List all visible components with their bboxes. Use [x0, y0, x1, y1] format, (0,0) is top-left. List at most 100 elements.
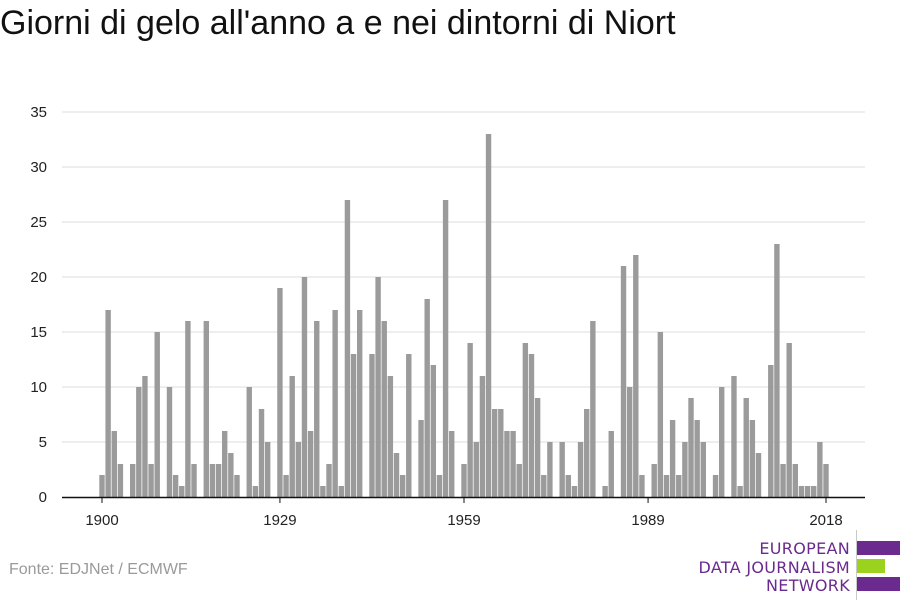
bar — [467, 343, 473, 497]
bar — [516, 464, 522, 497]
bar — [626, 387, 633, 497]
bar — [314, 321, 320, 497]
bar — [99, 475, 105, 497]
bar — [442, 200, 449, 497]
bar — [142, 376, 148, 497]
bar — [430, 365, 437, 497]
bar — [541, 475, 547, 497]
bar — [559, 442, 565, 497]
bar — [718, 387, 725, 497]
y-tick-label: 25 — [30, 214, 47, 231]
bar — [737, 486, 743, 497]
bar — [344, 200, 351, 497]
bar — [191, 464, 197, 497]
bar — [369, 354, 375, 497]
bar — [565, 475, 572, 497]
x-tick-label: 1900 — [85, 512, 118, 529]
y-axis-ticks: 0 5 10 15 20 25 30 35 — [30, 104, 47, 506]
bar — [129, 464, 136, 497]
bar — [620, 266, 627, 497]
y-tick-label: 20 — [30, 269, 47, 286]
bar — [203, 321, 210, 497]
bar — [283, 475, 289, 497]
bar — [804, 486, 811, 497]
x-tick-label: 1929 — [263, 512, 296, 529]
bar — [436, 475, 443, 497]
bar — [258, 409, 265, 497]
bar — [510, 431, 516, 497]
bar — [136, 387, 142, 497]
bar — [246, 387, 252, 497]
bar — [491, 409, 498, 497]
bar — [393, 453, 400, 497]
bar — [375, 277, 381, 497]
logo-bar-green — [857, 559, 885, 573]
bar — [222, 431, 228, 497]
bar — [786, 343, 792, 497]
x-tick-label: 1959 — [447, 512, 480, 529]
bar — [811, 486, 817, 497]
bar — [424, 299, 430, 497]
logo-line-3: NETWORK — [766, 576, 850, 595]
bar — [602, 486, 608, 497]
bar — [755, 453, 762, 497]
bar — [289, 376, 295, 497]
y-tick-label: 0 — [39, 489, 47, 506]
chart-title: Giorni di gelo all'anno a e nei dintorni… — [0, 4, 676, 42]
bar — [688, 398, 694, 497]
bar — [185, 321, 191, 497]
bar — [387, 376, 394, 497]
bar — [406, 354, 412, 497]
bar — [277, 288, 283, 497]
bar — [528, 354, 535, 497]
bar — [215, 464, 222, 497]
bar — [234, 475, 240, 497]
bar — [700, 442, 706, 497]
bar — [534, 398, 541, 497]
bar — [571, 486, 578, 497]
bar — [633, 255, 639, 497]
bar — [522, 343, 529, 497]
bar — [768, 365, 774, 497]
bar — [105, 310, 111, 497]
logo-divider — [856, 530, 857, 600]
bar — [228, 453, 234, 497]
bar — [399, 475, 406, 497]
bar — [651, 464, 657, 497]
bar — [504, 431, 510, 497]
x-tick-label: 2018 — [809, 512, 842, 529]
bar — [479, 376, 486, 497]
edjnet-logo: EUROPEAN DATA JOURNALISM NETWORK — [699, 530, 900, 600]
bar — [301, 277, 308, 497]
logo-bar-purple-top — [857, 541, 900, 555]
bar — [338, 486, 344, 497]
bar — [792, 464, 799, 497]
bar — [350, 354, 357, 497]
bar — [179, 486, 185, 497]
bar — [154, 332, 160, 497]
logo-line-1: EUROPEAN — [759, 539, 850, 558]
bar — [577, 442, 584, 497]
bar — [817, 442, 823, 497]
bar — [798, 486, 805, 497]
bar — [608, 431, 614, 497]
bar — [584, 409, 590, 497]
bar — [669, 420, 676, 497]
bar — [639, 475, 645, 497]
bar — [780, 464, 786, 497]
bar — [111, 431, 117, 497]
bar — [731, 376, 737, 497]
bar — [657, 332, 664, 497]
bar — [252, 486, 259, 497]
bar — [320, 486, 326, 497]
bar — [694, 420, 700, 497]
bar — [823, 464, 829, 497]
bar — [676, 475, 682, 497]
source-note: Fonte: EDJNet / ECMWF — [9, 561, 188, 578]
y-tick-label: 30 — [30, 159, 47, 176]
bar — [663, 475, 670, 497]
bar — [449, 431, 455, 497]
y-tick-label: 5 — [39, 434, 47, 451]
bar — [381, 321, 387, 497]
